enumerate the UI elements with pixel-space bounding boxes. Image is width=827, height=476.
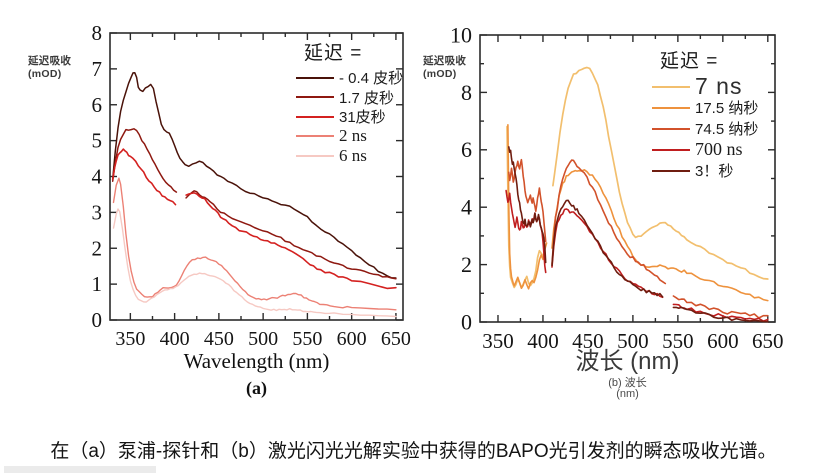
svg-text:600: 600 [707,329,739,353]
svg-text:600: 600 [337,328,367,350]
legend-a-item: 2 ns [296,126,403,147]
legend-b-label-1: 7 ns [695,73,743,99]
legend-b-item: 700 ns [652,139,758,160]
svg-text:3: 3 [92,200,103,224]
x-axis-sublabel-b-2: (nm) [616,388,639,400]
legend-a-item: - 0.4 皮秒 [296,68,403,88]
svg-text:450: 450 [204,328,234,350]
svg-text:7: 7 [92,57,103,81]
legend-line-swatch [652,169,690,172]
legend-b-title: 延迟 = [660,51,719,72]
svg-text:6: 6 [461,137,472,162]
svg-text:6: 6 [92,93,103,117]
legend-a-item: 6 ns [296,146,403,166]
svg-text:10: 10 [450,22,472,47]
legend-b-label-3: 74.5 纳秒 [695,121,759,138]
svg-text:650: 650 [381,328,411,350]
y-axis-label-a-line1: 延迟吸收 [28,55,72,67]
svg-text:5: 5 [92,129,103,153]
y-axis-label-b-line1: 延迟吸收 [423,55,467,67]
legend-b: 延迟 = 7 ns 17.5 纳秒 74.5 纳秒 700 ns 3！秒 [652,46,758,181]
bottom-highlight-bar [4,466,156,473]
svg-text:650: 650 [752,329,784,353]
legend-b-label-4: 700 ns [695,139,743,159]
y-axis-label-a-line2: (mOD) [28,68,62,80]
svg-text:350: 350 [482,329,514,353]
svg-text:550: 550 [662,329,694,353]
svg-text:0: 0 [92,308,103,332]
svg-text:1: 1 [92,272,103,296]
legend-b-item: 7 ns [652,73,758,99]
svg-text:8: 8 [92,21,103,45]
legend-a-label-4: 2 ns [339,126,367,146]
legend-b-label-5: 3！秒 [695,163,734,180]
legend-b-item: 74.5 纳秒 [652,118,758,139]
legend-a-label-1: - 0.4 皮秒 [339,70,404,88]
svg-text:400: 400 [527,329,559,353]
legend-a-label-5: 6 ns [339,145,367,165]
legend-a-item: 31皮秒 [296,107,403,127]
legend-a-title: 延迟 = [304,43,363,64]
legend-a: 延迟 = - 0.4 皮秒 1.7 皮秒 31皮秒 2 ns 6 ns [296,38,403,166]
legend-b-label-2: 17.5 纳秒 [695,100,759,117]
legend-line-swatch [652,148,690,151]
legend-b-item: 17.5 纳秒 [652,97,758,118]
svg-text:400: 400 [160,328,190,350]
legend-a-label-2: 1.7 皮秒 [339,89,395,107]
svg-text:0: 0 [461,309,472,334]
svg-text:350: 350 [115,328,145,350]
legend-line-swatch [296,115,334,118]
legend-line-swatch [652,85,690,88]
svg-text:550: 550 [292,328,322,350]
svg-text:8: 8 [461,80,472,105]
y-axis-label-a: 延迟吸收 (mOD) [28,55,71,81]
x-axis-sublabel-b-1: (b) 波长 [608,377,647,389]
svg-text:4: 4 [92,165,103,189]
y-axis-label-b: 延迟吸收 (mOD) [423,55,466,81]
legend-a-label-3: 31皮秒 [339,109,386,127]
svg-text:4: 4 [461,195,472,220]
chart-a-canvas: 350 400 450 500 550 600 650 0 1 2 3 4 5 6 7 8 [92,21,411,350]
legend-line-swatch [296,135,334,138]
svg-text:500: 500 [617,329,649,353]
legend-line-swatch [652,127,690,130]
panel-marker-a: (a) [246,378,267,398]
legend-b-item: 3！秒 [652,160,758,181]
y-axis-label-b-line2: (mOD) [423,68,457,80]
svg-text:2: 2 [92,236,103,260]
legend-a-item: 1.7 皮秒 [296,88,403,108]
legend-line-swatch [296,154,334,157]
svg-text:2: 2 [461,252,472,277]
x-axis-label-a: Wavelength (nm) [183,349,330,373]
chart-b-canvas: 350 400 450 500 550 600 650 0 2 4 6 8 10 [450,22,784,353]
legend-line-swatch [652,106,690,109]
svg-text:450: 450 [572,329,604,353]
x-axis-label-b: 波长 (nm) [575,348,680,375]
legend-line-swatch [296,76,334,79]
legend-line-swatch [296,96,334,99]
svg-text:500: 500 [248,328,278,350]
figure-caption: 在（a）泵浦-探针和（b）激光闪光光解实验中获得的BAPO光引发剂的瞬态吸收光谱… [50,441,777,462]
